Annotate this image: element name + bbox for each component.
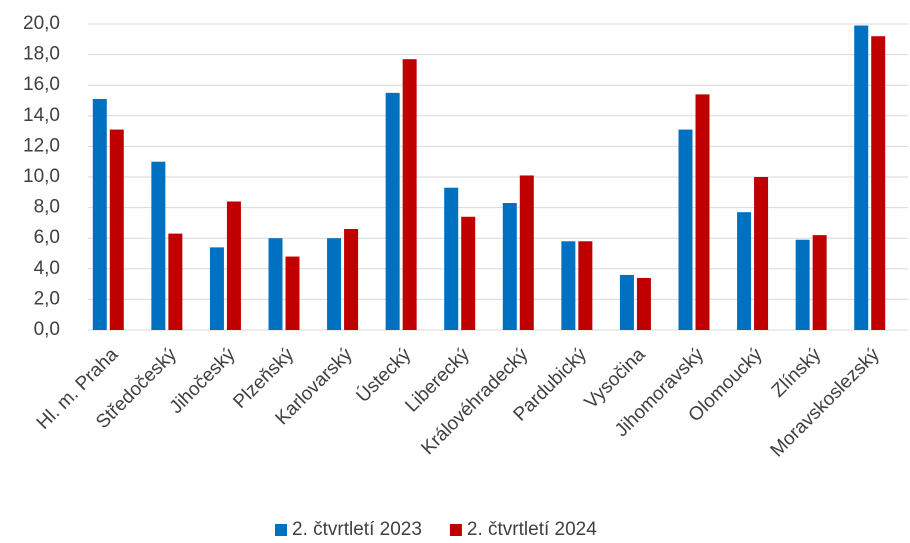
- legend-swatch: [275, 524, 287, 536]
- bar: [444, 187, 459, 330]
- bar: [619, 274, 634, 330]
- bar: [209, 247, 224, 330]
- bar: [636, 277, 651, 330]
- y-tick-label: 10,0: [23, 166, 60, 187]
- bar: [327, 238, 342, 330]
- legend-label: 2. čtvrtletí 2024: [467, 519, 597, 540]
- x-tick-label: Moravskoslezský: [767, 344, 884, 461]
- y-tick-label: 12,0: [23, 135, 60, 156]
- y-tick-label: 16,0: [23, 74, 60, 95]
- bar: [519, 175, 534, 330]
- y-tick-label: 18,0: [23, 44, 60, 65]
- y-tick-label: 6,0: [34, 227, 60, 248]
- bar: [812, 235, 827, 330]
- y-tick-label: 2,0: [34, 288, 60, 309]
- bar: [268, 238, 283, 330]
- legend-swatch: [449, 524, 462, 536]
- bar: [344, 229, 359, 330]
- legend-label: 2. čtvrtletí 2023: [292, 519, 422, 540]
- bar: [92, 98, 107, 330]
- bar: [754, 177, 769, 330]
- bar: [678, 129, 693, 330]
- bar: [168, 233, 183, 330]
- bar: [502, 203, 517, 330]
- bar: [285, 256, 300, 330]
- y-tick-label: 20,0: [23, 13, 60, 34]
- bar: [737, 212, 752, 330]
- bar: [795, 239, 810, 330]
- bar: [385, 92, 400, 330]
- bar: [226, 201, 241, 330]
- y-tick-label: 8,0: [34, 197, 60, 218]
- x-tick-label: Zlínský: [768, 344, 826, 402]
- y-tick-label: 0,0: [34, 319, 60, 340]
- x-tick-label: Královéhradecký: [417, 344, 532, 459]
- y-tick-label: 4,0: [34, 258, 60, 279]
- bar: [871, 36, 886, 331]
- bar: [695, 94, 710, 330]
- bar: [151, 161, 166, 330]
- y-tick-label: 14,0: [23, 105, 60, 126]
- bar: [854, 25, 869, 331]
- bar: [109, 129, 124, 330]
- bar: [402, 59, 417, 330]
- bar: [561, 241, 576, 330]
- bar: [578, 241, 593, 330]
- bar: [461, 216, 476, 330]
